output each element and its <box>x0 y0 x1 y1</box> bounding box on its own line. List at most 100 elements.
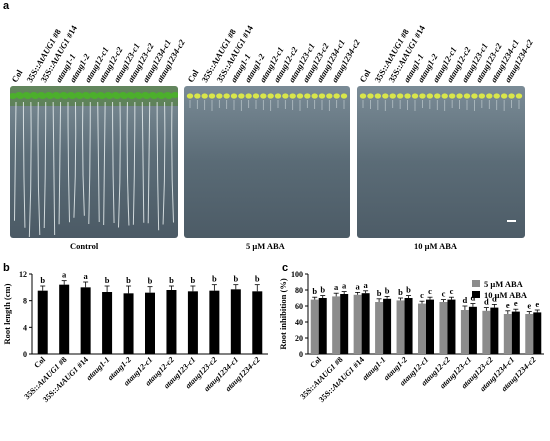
bar <box>166 290 177 354</box>
seed <box>500 93 508 99</box>
bar <box>353 294 362 354</box>
seed <box>311 93 318 99</box>
root <box>126 101 130 226</box>
root <box>14 101 17 221</box>
bar <box>533 312 542 354</box>
seed <box>471 93 478 99</box>
significance-letter: c <box>450 286 454 296</box>
bar <box>525 314 534 354</box>
root <box>28 101 32 238</box>
significance-letter: b <box>233 274 238 284</box>
bar <box>145 292 155 354</box>
panel-c-label: c <box>282 262 289 274</box>
significance-letter: c <box>420 290 424 300</box>
significance-letter: b <box>312 286 317 296</box>
seed <box>493 93 500 99</box>
panel-b-label: b <box>3 262 10 274</box>
seed <box>201 93 208 99</box>
leaf <box>75 93 84 99</box>
bar <box>460 310 469 354</box>
y-axis-label: Root inhibition (%) <box>278 278 288 349</box>
leaf <box>142 93 151 99</box>
significance-letter: d <box>463 295 468 305</box>
genotype-label: Col <box>9 67 25 84</box>
significance-letter: a <box>84 271 89 281</box>
leaf <box>105 93 114 99</box>
seed <box>382 93 389 99</box>
significance-letter: b <box>212 274 217 284</box>
root <box>73 101 77 218</box>
y-axis-label: Root length (cm) <box>2 283 12 344</box>
significance-letter: b <box>126 275 131 285</box>
significance-letter: e <box>535 299 539 309</box>
legend-label: 10 μM ABA <box>484 290 528 300</box>
bar <box>102 292 113 354</box>
seed <box>318 93 326 99</box>
seed <box>411 93 419 99</box>
seed <box>230 93 238 99</box>
root <box>147 101 151 224</box>
bar <box>209 290 220 354</box>
condition-label-5um-aba: 5 μM ABA <box>246 241 285 251</box>
root <box>171 101 174 223</box>
significance-letter: b <box>385 285 390 295</box>
bar <box>332 296 341 354</box>
plate-10um-aba <box>357 86 525 238</box>
seedlings-10um-aba <box>359 93 523 111</box>
bar <box>37 290 48 354</box>
significance-letter: d <box>484 297 489 307</box>
seed <box>260 93 267 99</box>
bar <box>375 302 384 354</box>
seed <box>296 93 304 99</box>
significance-letter: e <box>514 298 518 308</box>
significance-letter: c <box>442 289 446 299</box>
root <box>43 101 47 229</box>
bar <box>426 299 434 354</box>
leaf <box>135 93 144 99</box>
bar <box>396 300 405 354</box>
seed <box>194 93 201 99</box>
bar <box>482 310 491 354</box>
bar <box>318 298 327 354</box>
root <box>58 101 62 225</box>
leaf <box>113 93 121 99</box>
significance-letter: b <box>105 275 110 285</box>
legend-swatch <box>472 291 480 298</box>
condition-label-control: Control <box>70 241 99 251</box>
bar <box>468 306 477 354</box>
bar <box>340 294 349 354</box>
root <box>162 101 166 225</box>
root <box>103 101 106 226</box>
leaf <box>61 93 69 99</box>
seed <box>478 93 486 99</box>
seed <box>223 93 230 99</box>
root <box>37 101 41 236</box>
genotype-header-control: Col 35S::AtAUG1 #8 35S::AtAUG1 #14 ataug1-1… <box>0 0 550 90</box>
root <box>141 101 145 223</box>
significance-letter: b <box>398 287 403 297</box>
bar <box>490 307 499 354</box>
seed <box>245 93 252 99</box>
y-tick-label: 0 <box>23 350 27 359</box>
leaf <box>127 93 136 99</box>
y-tick-label: 0 <box>299 350 303 359</box>
leaf <box>23 93 32 99</box>
root <box>67 101 70 223</box>
seed <box>419 93 426 99</box>
category-label: Col <box>32 355 47 370</box>
genotype-label: Col <box>185 67 201 84</box>
significance-letter: d <box>492 293 497 303</box>
seed <box>367 93 374 99</box>
seed <box>389 93 396 99</box>
plate-control <box>10 86 178 238</box>
seed <box>208 93 216 99</box>
legend-label: 5 μM ABA <box>484 279 524 289</box>
seed <box>274 93 282 99</box>
scale-bar <box>507 220 516 222</box>
significance-letter: b <box>377 288 382 298</box>
leaf <box>46 93 55 99</box>
seed <box>216 93 223 99</box>
leaf <box>157 93 166 99</box>
significance-letter: a <box>342 281 347 291</box>
